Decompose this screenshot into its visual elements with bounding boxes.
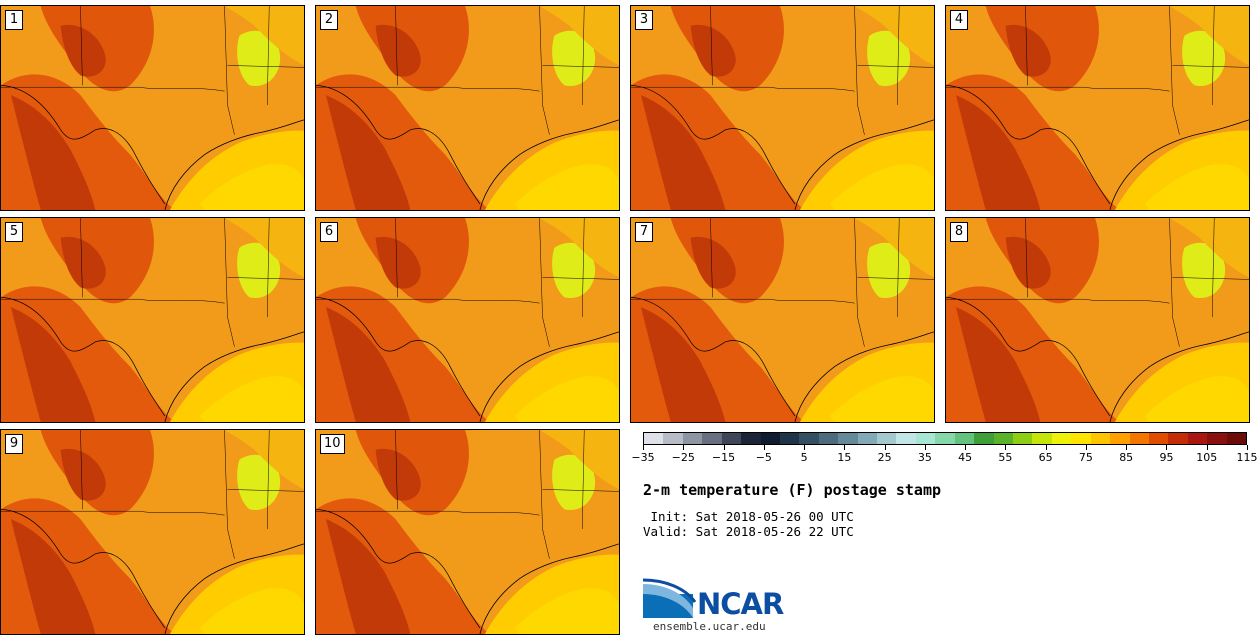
colorbar-tick-label: 5 (800, 451, 808, 464)
colorbar-tick-label: −35 (631, 451, 655, 464)
member-label: 8 (950, 222, 968, 242)
colorbar-swatch (993, 433, 1014, 444)
colorbar-swatch (838, 433, 858, 444)
stamp-panel-9[interactable]: 9 (0, 429, 305, 635)
colorbar-tick-label: −25 (671, 451, 695, 464)
site-url[interactable]: ensemble.ucar.edu (653, 620, 766, 633)
colorbar-swatch (1226, 433, 1247, 444)
colorbar-ticks: −35 −25 −15 −5 5 15 25 35 45 55 65 75 85 95 105 115 (631, 445, 1258, 465)
colorbar-tick (763, 445, 765, 450)
colorbar-tick-label: −15 (711, 451, 736, 464)
colorbar-tick (844, 445, 846, 450)
colorbar-swatch (702, 433, 722, 444)
colorbar-tick-label: 75 (1078, 451, 1093, 464)
ncar-wordmark: NCAR (697, 587, 784, 621)
colorbar-swatch (1071, 433, 1091, 444)
colorbar-tick (1206, 445, 1208, 450)
colorbar-swatch (877, 433, 897, 444)
colorbar-swatch (721, 433, 742, 444)
colorbar-tick-label: −5 (755, 451, 772, 464)
colorbar-swatch (896, 433, 916, 444)
member-label: 6 (320, 222, 338, 242)
colorbar-swatch (663, 433, 683, 444)
stamp-panel-5[interactable]: 5 (0, 217, 305, 423)
colorbar-swatch (1051, 433, 1072, 444)
stamp-panel-1[interactable]: 1 (0, 5, 305, 211)
colorbar-swatch (644, 433, 664, 444)
colorbar-tick (1045, 445, 1047, 450)
stamp-panel-6[interactable]: 6 (315, 217, 620, 423)
colorbar-swatch (779, 433, 800, 444)
colorbar-swatch (1032, 433, 1052, 444)
colorbar-tick (1126, 445, 1128, 450)
colorbar-tick (924, 445, 926, 450)
colorbar-swatch (935, 433, 955, 444)
colorbar-tick (1005, 445, 1007, 450)
colorbar-swatch (1090, 433, 1111, 444)
colorbar-swatch (915, 433, 936, 444)
colorbar-swatch (954, 433, 975, 444)
product-title: 2-m temperature (F) postage stamp (643, 481, 942, 499)
colorbar-swatch (760, 433, 780, 444)
valid-time: Valid: Sat 2018-05-26 22 UTC (643, 524, 854, 539)
member-label: 10 (320, 434, 345, 454)
colorbar-tick (643, 445, 644, 450)
colorbar-swatch (1129, 433, 1149, 444)
colorbar-tick (723, 445, 725, 450)
colorbar (643, 432, 1247, 445)
colorbar-swatch (974, 433, 994, 444)
colorbar-tick-label: 55 (998, 451, 1013, 464)
member-label: 4 (950, 10, 968, 30)
member-label: 2 (320, 10, 338, 30)
colorbar-swatch (1187, 433, 1208, 444)
stamp-panel-2[interactable]: 2 (315, 5, 620, 211)
colorbar-tick (804, 445, 806, 450)
colorbar-tick (884, 445, 886, 450)
init-time: Init: Sat 2018-05-26 00 UTC (643, 509, 854, 524)
colorbar-swatch (799, 433, 819, 444)
colorbar-swatch (1168, 433, 1188, 444)
colorbar-swatch (682, 433, 703, 444)
stamp-panel-3[interactable]: 3 (630, 5, 935, 211)
colorbar-swatch (818, 433, 839, 444)
colorbar-swatch (741, 433, 761, 444)
colorbar-swatch (1110, 433, 1130, 444)
member-label: 1 (5, 10, 23, 30)
member-label: 9 (5, 434, 23, 454)
colorbar-tick-label: 95 (1159, 451, 1174, 464)
colorbar-tick (1166, 445, 1168, 450)
stamp-panel-7[interactable]: 7 (630, 217, 935, 423)
colorbar-swatch (1207, 433, 1227, 444)
member-label: 5 (5, 222, 23, 242)
colorbar-tick-label: 65 (1038, 451, 1053, 464)
colorbar-tick-label: 35 (917, 451, 932, 464)
colorbar-tick (683, 445, 685, 450)
colorbar-tick (1085, 445, 1087, 450)
colorbar-tick (1247, 445, 1248, 450)
stamp-panel-8[interactable]: 8 (945, 217, 1250, 423)
time-info: Init: Sat 2018-05-26 00 UTC Valid: Sat 2… (643, 509, 854, 539)
stamp-panel-4[interactable]: 4 (945, 5, 1250, 211)
member-label: 3 (635, 10, 653, 30)
colorbar-tick-label: 85 (1119, 451, 1134, 464)
colorbar-tick-label: 45 (958, 451, 973, 464)
ncar-logo-icon (643, 578, 697, 618)
colorbar-tick-label: 15 (837, 451, 852, 464)
colorbar-tick (965, 445, 967, 450)
colorbar-tick-label: 115 (1236, 451, 1258, 464)
colorbar-tick-label: 105 (1196, 451, 1218, 464)
stamp-panel-10[interactable]: 10 (315, 429, 620, 635)
colorbar-tick-label: 25 (877, 451, 892, 464)
colorbar-swatch (857, 433, 878, 444)
colorbar-swatch (1013, 433, 1033, 444)
colorbar-swatch (1148, 433, 1169, 444)
member-label: 7 (635, 222, 653, 242)
